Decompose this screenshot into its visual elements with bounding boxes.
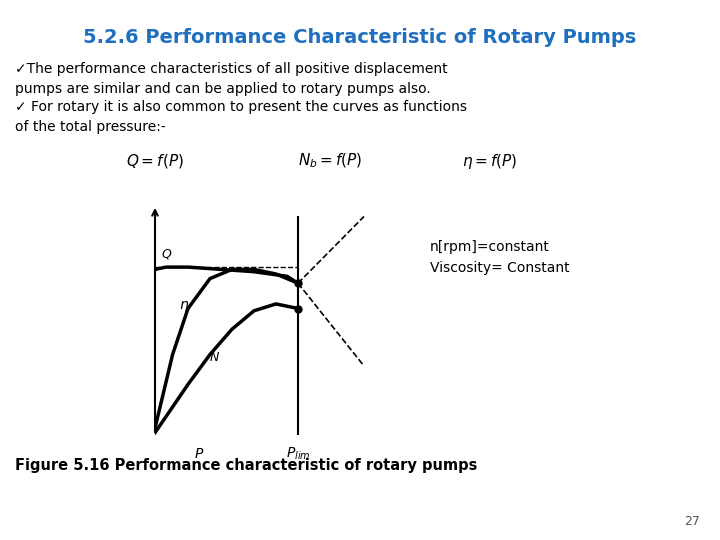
Text: 27: 27 bbox=[684, 515, 700, 528]
Text: $N_b = f(P)$: $N_b = f(P)$ bbox=[298, 152, 362, 171]
Text: ✓The performance characteristics of all positive displacement: ✓The performance characteristics of all … bbox=[15, 62, 448, 76]
Text: $\eta = f(P)$: $\eta = f(P)$ bbox=[462, 152, 518, 171]
Text: $\eta$: $\eta$ bbox=[179, 299, 189, 314]
Text: n[rpm]=constant
Viscosity= Constant: n[rpm]=constant Viscosity= Constant bbox=[430, 240, 570, 275]
Text: of the total pressure:-: of the total pressure:- bbox=[15, 120, 166, 134]
Text: Figure 5.16 Performance characteristic of rotary pumps: Figure 5.16 Performance characteristic o… bbox=[15, 458, 477, 473]
Text: 5.2.6 Performance Characteristic of Rotary Pumps: 5.2.6 Performance Characteristic of Rota… bbox=[84, 28, 636, 47]
Text: $P_{lim}$: $P_{lim}$ bbox=[286, 446, 310, 462]
Text: Q: Q bbox=[161, 248, 171, 261]
Text: ✓ For rotary it is also common to present the curves as functions: ✓ For rotary it is also common to presen… bbox=[15, 100, 467, 114]
Text: N: N bbox=[210, 352, 220, 365]
Text: $Q = f(P)$: $Q = f(P)$ bbox=[126, 152, 184, 170]
Text: P: P bbox=[195, 447, 203, 461]
Text: pumps are similar and can be applied to rotary pumps also.: pumps are similar and can be applied to … bbox=[15, 82, 431, 96]
